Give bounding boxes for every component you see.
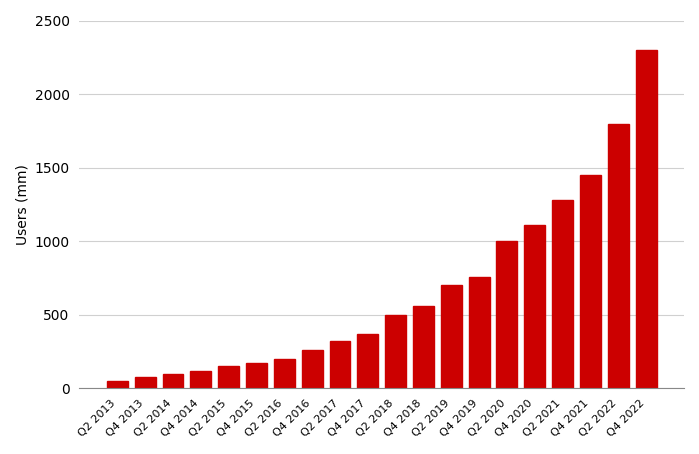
- Bar: [274, 359, 295, 389]
- Bar: [163, 374, 183, 389]
- Bar: [468, 276, 489, 389]
- Y-axis label: Users (mm): Users (mm): [15, 164, 29, 245]
- Bar: [385, 315, 406, 389]
- Bar: [218, 366, 239, 389]
- Bar: [496, 241, 517, 389]
- Bar: [413, 306, 434, 389]
- Bar: [190, 371, 211, 389]
- Bar: [580, 175, 601, 389]
- Bar: [552, 200, 573, 389]
- Bar: [329, 341, 350, 389]
- Bar: [635, 50, 656, 389]
- Bar: [524, 225, 545, 389]
- Bar: [107, 381, 128, 389]
- Bar: [302, 350, 322, 389]
- Bar: [135, 377, 156, 389]
- Bar: [608, 123, 628, 389]
- Bar: [441, 286, 462, 389]
- Bar: [246, 363, 267, 389]
- Bar: [357, 334, 378, 389]
